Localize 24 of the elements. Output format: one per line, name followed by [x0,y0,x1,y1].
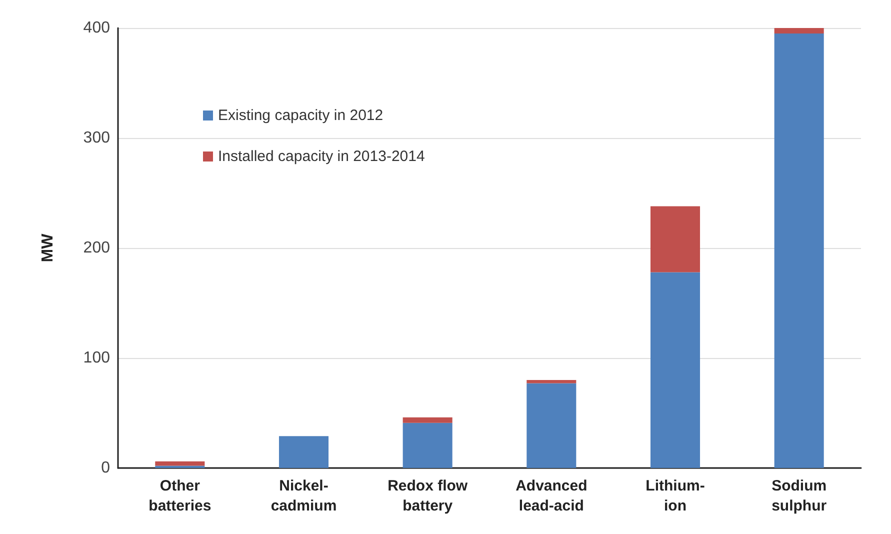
x-tick-label: Redox flow battery [388,478,468,514]
x-tick-label: Lithium- ion [646,478,705,514]
bar [402,417,452,423]
y-axis-title: MW [40,232,56,262]
bar [155,461,205,466]
y-tick-label: 100 [83,350,110,366]
legend-label: Existing capacity in 2012 [218,107,384,124]
y-tick-label: 0 [101,460,110,476]
x-tick-label: Sodium sulphur [772,478,827,514]
y-tick-label: 400 [83,20,110,36]
bar [402,422,452,468]
legend-label: Installed capacity in 2013-2014 [218,148,425,165]
bar [526,383,576,468]
y-tick-label: 200 [83,240,110,256]
x-tick-label: Nickel- cadmium [270,478,337,514]
bar [278,436,329,468]
bar [650,206,700,272]
bar [526,380,576,384]
x-tick-label: Other batteries [148,478,212,514]
bar [774,34,824,468]
x-tick-label: Advanced lead-acid [516,478,588,514]
bar [774,28,824,34]
y-tick-label: 300 [83,130,110,146]
bar [650,272,700,468]
